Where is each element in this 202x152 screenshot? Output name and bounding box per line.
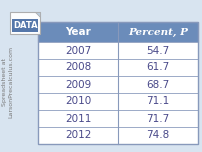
Text: 61.7: 61.7 — [146, 62, 170, 73]
Text: 71.7: 71.7 — [146, 114, 170, 123]
Text: Spreadsheet at
LarsonPrecalculus.com: Spreadsheet at LarsonPrecalculus.com — [2, 46, 13, 118]
Text: 2009: 2009 — [65, 79, 91, 90]
Bar — [38, 22, 198, 144]
Text: 2012: 2012 — [65, 131, 92, 140]
Bar — [38, 110, 198, 127]
Text: 2011: 2011 — [65, 114, 92, 123]
Bar — [12, 19, 38, 32]
Bar — [10, 12, 40, 34]
Bar — [38, 127, 198, 144]
Text: 74.8: 74.8 — [146, 131, 170, 140]
Bar — [38, 93, 198, 110]
Polygon shape — [35, 12, 40, 17]
Bar — [38, 22, 198, 42]
Text: 2008: 2008 — [65, 62, 91, 73]
Text: DATA: DATA — [13, 21, 38, 30]
Bar — [38, 42, 198, 59]
Text: Percent, P: Percent, P — [128, 28, 188, 36]
Bar — [38, 59, 198, 76]
Text: 54.7: 54.7 — [146, 45, 170, 55]
Text: 71.1: 71.1 — [146, 97, 170, 107]
Text: Year: Year — [65, 27, 91, 37]
Text: 68.7: 68.7 — [146, 79, 170, 90]
Text: 2010: 2010 — [65, 97, 91, 107]
Text: 2007: 2007 — [65, 45, 91, 55]
Bar — [38, 76, 198, 93]
